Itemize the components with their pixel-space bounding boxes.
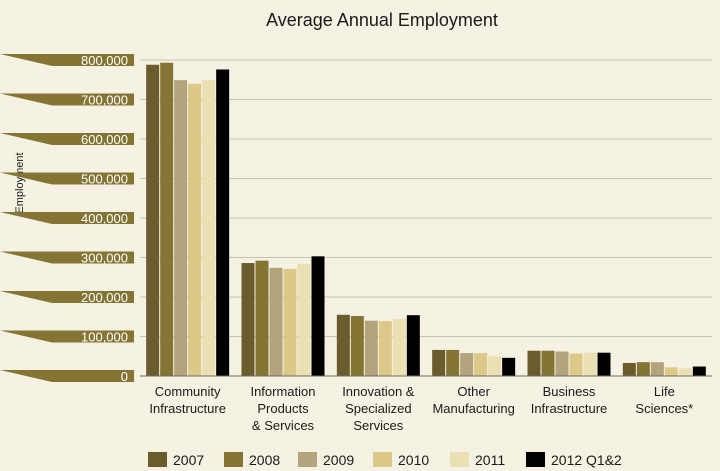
category-label: Life bbox=[654, 384, 675, 399]
bar bbox=[337, 315, 350, 376]
bar bbox=[570, 353, 583, 376]
bar bbox=[502, 358, 515, 376]
legend-swatch bbox=[373, 452, 392, 467]
y-tick-label: 500,000 bbox=[81, 172, 128, 187]
y-tick-label: 700,000 bbox=[81, 93, 128, 108]
bar bbox=[432, 350, 445, 376]
bar bbox=[679, 368, 692, 376]
category-labels: Community Infrastructure Information Produc… bbox=[149, 384, 693, 433]
legend-label: 2007 bbox=[173, 452, 204, 468]
bar bbox=[693, 367, 706, 376]
legend-label: 2008 bbox=[249, 452, 280, 468]
bar bbox=[256, 261, 269, 376]
y-tick-label: 600,000 bbox=[81, 132, 128, 147]
legend-label: 2011 bbox=[475, 452, 505, 468]
bar bbox=[542, 351, 555, 376]
category-label: & Services bbox=[252, 418, 315, 433]
bar bbox=[312, 256, 325, 376]
y-tick-label: 100,000 bbox=[81, 330, 128, 345]
legend-swatch bbox=[148, 452, 167, 467]
bar bbox=[202, 80, 215, 376]
bar bbox=[160, 63, 173, 376]
bar bbox=[216, 69, 229, 376]
y-tick-label: 0 bbox=[121, 369, 128, 384]
bar bbox=[584, 353, 597, 376]
legend-label: 2009 bbox=[323, 452, 354, 468]
category-label: Information bbox=[250, 384, 315, 399]
y-axis-ticks: 0 100,000 200,000 300,000 400,000 500,000 600,… bbox=[0, 53, 134, 384]
bar bbox=[188, 84, 201, 376]
category-label: Infrastructure bbox=[149, 401, 226, 416]
bar bbox=[665, 367, 678, 376]
bar bbox=[379, 321, 392, 376]
bar bbox=[623, 363, 636, 376]
y-tick-label: 400,000 bbox=[81, 211, 128, 226]
bar bbox=[174, 80, 187, 376]
category-label: Sciences* bbox=[635, 401, 693, 416]
bars bbox=[146, 63, 706, 376]
category-label: Products bbox=[257, 401, 309, 416]
bar bbox=[556, 352, 569, 376]
bar bbox=[242, 263, 255, 376]
category-label: Business bbox=[543, 384, 596, 399]
legend-label: 2012 Q1&2 bbox=[551, 452, 622, 468]
legend-swatch bbox=[224, 452, 243, 467]
bar bbox=[351, 316, 364, 376]
category-label: Services bbox=[353, 418, 403, 433]
bar bbox=[474, 353, 487, 376]
bar bbox=[365, 321, 378, 376]
category-label: Community bbox=[155, 384, 221, 399]
y-tick-label: 200,000 bbox=[81, 290, 128, 305]
bar bbox=[284, 269, 297, 376]
bar bbox=[528, 351, 541, 376]
category-label: Specialized bbox=[345, 401, 412, 416]
bar bbox=[651, 362, 664, 376]
legend-swatch bbox=[450, 452, 469, 467]
category-label: Innovation & bbox=[342, 384, 415, 399]
legend-swatch bbox=[298, 452, 317, 467]
category-label: Manufacturing bbox=[432, 401, 514, 416]
bar bbox=[488, 356, 501, 376]
chart-title: Average Annual Employment bbox=[266, 10, 498, 30]
bar bbox=[446, 350, 459, 376]
legend-label: 2010 bbox=[398, 452, 429, 468]
bar bbox=[270, 268, 283, 376]
legend: 2007 2008 2009 2010 2011 2012 Q1&2 bbox=[148, 452, 622, 468]
bar bbox=[146, 65, 159, 376]
bar bbox=[637, 362, 650, 376]
y-tick-label: 300,000 bbox=[81, 251, 128, 266]
category-label: Other bbox=[457, 384, 490, 399]
bar bbox=[460, 353, 473, 376]
bar bbox=[407, 315, 420, 376]
legend-swatch bbox=[526, 452, 545, 467]
bar bbox=[393, 319, 406, 376]
y-tick-band bbox=[0, 370, 134, 382]
bar bbox=[598, 353, 611, 376]
y-axis-label: Employment bbox=[14, 152, 26, 213]
y-tick-label: 800,000 bbox=[81, 53, 128, 68]
bar bbox=[298, 264, 311, 376]
category-label: Infrastructure bbox=[531, 401, 608, 416]
